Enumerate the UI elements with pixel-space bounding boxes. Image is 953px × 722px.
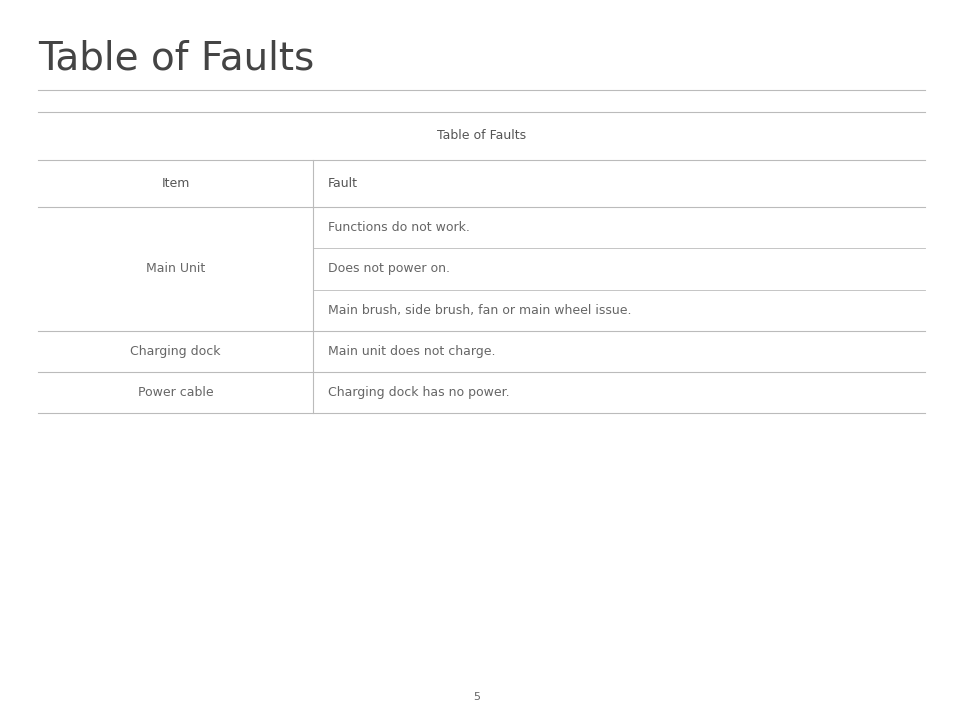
Text: Table of Faults: Table of Faults [436, 129, 526, 142]
Text: Main brush, side brush, fan or main wheel issue.: Main brush, side brush, fan or main whee… [327, 303, 630, 317]
Text: Power cable: Power cable [138, 386, 213, 399]
Text: Main Unit: Main Unit [146, 262, 205, 276]
Text: Main unit does not charge.: Main unit does not charge. [327, 344, 495, 358]
Text: 5: 5 [473, 692, 480, 702]
Text: Table of Faults: Table of Faults [38, 40, 314, 78]
Text: Does not power on.: Does not power on. [327, 262, 449, 276]
Text: Charging dock: Charging dock [131, 344, 221, 358]
Text: Functions do not work.: Functions do not work. [327, 221, 469, 235]
Text: Item: Item [161, 177, 190, 190]
Text: Fault: Fault [327, 177, 357, 190]
Text: Charging dock has no power.: Charging dock has no power. [327, 386, 509, 399]
